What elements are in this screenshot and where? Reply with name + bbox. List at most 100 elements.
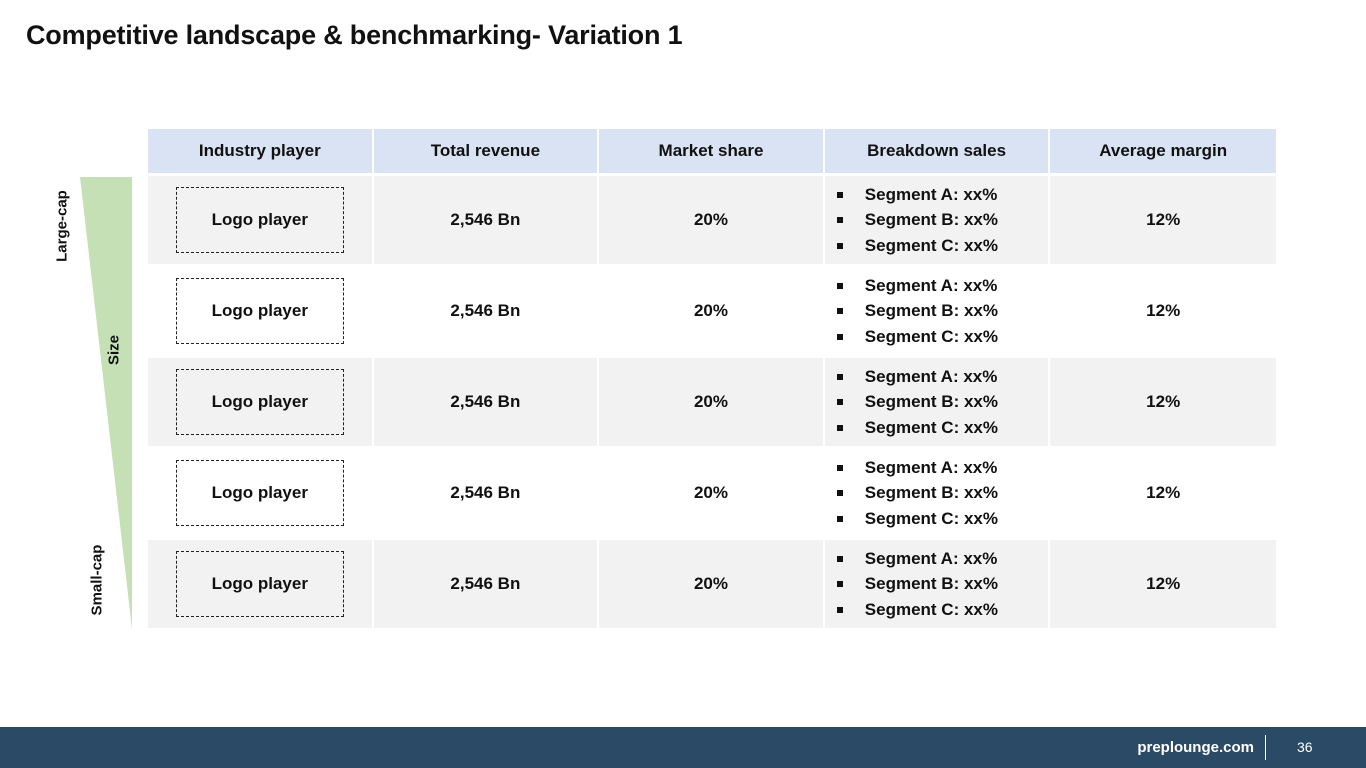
segment-item: Segment C: xx% bbox=[836, 506, 1049, 532]
header-row: Industry player Total revenue Market sha… bbox=[148, 129, 1276, 176]
player-cell: Logo player bbox=[148, 358, 374, 449]
margin-cell: 12% bbox=[1050, 540, 1276, 628]
bullet-icon bbox=[836, 217, 843, 223]
bullet-icon bbox=[836, 490, 843, 496]
segment-text: Segment C: xx% bbox=[864, 235, 998, 255]
segment-item: Segment C: xx% bbox=[836, 597, 1049, 623]
table-row: Logo player 2,546 Bn 20% Segment A: xx% … bbox=[148, 540, 1276, 628]
logo-placeholder: Logo player bbox=[175, 278, 344, 344]
revenue-cell: 2,546 Bn bbox=[373, 540, 600, 628]
page-number: 36 bbox=[1297, 739, 1313, 755]
bullet-icon bbox=[836, 515, 843, 522]
bullet-icon bbox=[836, 581, 843, 587]
margin-cell: 12% bbox=[1050, 449, 1276, 540]
segment-text: Segment C: xx% bbox=[864, 326, 998, 346]
segment-text: Segment A: xx% bbox=[864, 366, 998, 386]
benchmark-table: Industry player Total revenue Market sha… bbox=[148, 129, 1276, 628]
segment-item: Segment B: xx% bbox=[836, 207, 1049, 233]
table-row: Logo player 2,546 Bn 20% Segment A: xx% … bbox=[148, 176, 1276, 267]
share-cell: 20% bbox=[599, 540, 825, 628]
bullet-icon bbox=[836, 399, 843, 405]
margin-cell: 12% bbox=[1050, 176, 1276, 267]
header-industry-player: Industry player bbox=[148, 129, 374, 176]
segment-item: Segment B: xx% bbox=[836, 298, 1049, 324]
size-label: Size bbox=[105, 334, 123, 366]
segment-text: Segment A: xx% bbox=[864, 548, 998, 568]
share-cell: 20% bbox=[599, 449, 825, 540]
revenue-cell: 2,546 Bn bbox=[373, 176, 600, 267]
segment-list: Segment A: xx% Segment B: xx% Segment C:… bbox=[825, 182, 1049, 259]
header-average-margin: Average margin bbox=[1050, 129, 1276, 176]
breakdown-cell: Segment A: xx% Segment B: xx% Segment C:… bbox=[824, 358, 1051, 449]
segment-text: Segment B: xx% bbox=[864, 301, 998, 321]
player-cell: Logo player bbox=[148, 449, 374, 540]
margin-cell: 12% bbox=[1050, 267, 1276, 358]
margin-cell: 12% bbox=[1050, 358, 1276, 449]
footer-bar: preplounge.com 36 bbox=[0, 727, 1366, 768]
bullet-icon bbox=[836, 282, 843, 289]
player-cell: Logo player bbox=[148, 176, 374, 267]
share-cell: 20% bbox=[599, 358, 825, 449]
header-total-revenue: Total revenue bbox=[373, 129, 600, 176]
large-cap-label: Large-cap bbox=[53, 190, 71, 262]
share-cell: 20% bbox=[599, 176, 825, 267]
breakdown-cell: Segment A: xx% Segment B: xx% Segment C:… bbox=[824, 449, 1051, 540]
revenue-cell: 2,546 Bn bbox=[373, 449, 600, 540]
segment-text: Segment A: xx% bbox=[864, 457, 998, 477]
segment-text: Segment B: xx% bbox=[864, 210, 998, 230]
table-row: Logo player 2,546 Bn 20% Segment A: xx% … bbox=[148, 267, 1276, 358]
logo-placeholder: Logo player bbox=[175, 187, 344, 253]
segment-text: Segment A: xx% bbox=[864, 275, 998, 295]
revenue-cell: 2,546 Bn bbox=[373, 358, 600, 449]
breakdown-cell: Segment A: xx% Segment B: xx% Segment C:… bbox=[824, 176, 1051, 267]
bullet-icon bbox=[836, 424, 843, 431]
segment-item: Segment A: xx% bbox=[836, 273, 1049, 299]
bullet-icon bbox=[836, 308, 843, 314]
segment-text: Segment B: xx% bbox=[864, 392, 998, 412]
segment-text: Segment C: xx% bbox=[864, 417, 998, 437]
bullet-icon bbox=[836, 333, 843, 340]
table-row: Logo player 2,546 Bn 20% Segment A: xx% … bbox=[148, 358, 1276, 449]
segment-text: Segment C: xx% bbox=[864, 599, 998, 619]
footer-site: preplounge.com bbox=[1137, 739, 1254, 756]
table-row: Logo player 2,546 Bn 20% Segment A: xx% … bbox=[148, 449, 1276, 540]
segment-text: Segment C: xx% bbox=[864, 508, 998, 528]
slide-title: Competitive landscape & benchmarking- Va… bbox=[26, 20, 683, 50]
segment-item: Segment A: xx% bbox=[836, 182, 1049, 208]
logo-placeholder: Logo player bbox=[175, 460, 344, 526]
segment-text: Segment B: xx% bbox=[864, 483, 998, 503]
breakdown-cell: Segment A: xx% Segment B: xx% Segment C:… bbox=[824, 267, 1051, 358]
header-market-share: Market share bbox=[599, 129, 825, 176]
header-breakdown-sales: Breakdown sales bbox=[824, 129, 1051, 176]
segment-list: Segment A: xx% Segment B: xx% Segment C:… bbox=[825, 273, 1049, 350]
bullet-icon bbox=[836, 373, 843, 380]
logo-placeholder: Logo player bbox=[175, 551, 344, 617]
footer-divider bbox=[1265, 735, 1266, 760]
small-cap-label: Small-cap bbox=[88, 544, 106, 616]
bullet-icon bbox=[836, 242, 843, 249]
segment-text: Segment B: xx% bbox=[864, 574, 998, 594]
player-cell: Logo player bbox=[148, 540, 374, 628]
segment-list: Segment A: xx% Segment B: xx% Segment C:… bbox=[825, 364, 1049, 441]
share-cell: 20% bbox=[599, 267, 825, 358]
segment-item: Segment C: xx% bbox=[836, 233, 1049, 259]
bullet-icon bbox=[836, 191, 843, 198]
segment-list: Segment A: xx% Segment B: xx% Segment C:… bbox=[825, 546, 1049, 623]
segment-item: Segment B: xx% bbox=[836, 389, 1049, 415]
bullet-icon bbox=[836, 555, 843, 562]
segment-list: Segment A: xx% Segment B: xx% Segment C:… bbox=[825, 455, 1049, 532]
player-cell: Logo player bbox=[148, 267, 374, 358]
breakdown-cell: Segment A: xx% Segment B: xx% Segment C:… bbox=[824, 540, 1051, 628]
segment-item: Segment B: xx% bbox=[836, 571, 1049, 597]
segment-item: Segment A: xx% bbox=[836, 364, 1049, 390]
segment-item: Segment A: xx% bbox=[836, 455, 1049, 481]
segment-text: Segment A: xx% bbox=[864, 184, 998, 204]
segment-item: Segment C: xx% bbox=[836, 415, 1049, 441]
bullet-icon bbox=[836, 464, 843, 471]
logo-placeholder: Logo player bbox=[175, 369, 344, 435]
segment-item: Segment B: xx% bbox=[836, 480, 1049, 506]
segment-item: Segment A: xx% bbox=[836, 546, 1049, 572]
bullet-icon bbox=[836, 606, 843, 613]
revenue-cell: 2,546 Bn bbox=[373, 267, 600, 358]
size-wedge bbox=[80, 177, 132, 629]
